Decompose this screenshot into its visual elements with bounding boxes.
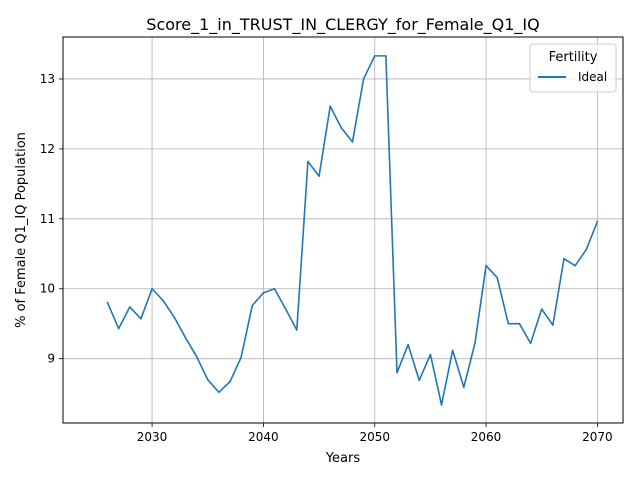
legend: Fertility Ideal — [529, 43, 617, 93]
data-point — [507, 322, 510, 325]
data-point — [585, 248, 588, 251]
y-axis-ticks: 9 10 11 12 13 — [40, 72, 63, 366]
data-point — [162, 299, 164, 302]
data-point — [373, 55, 376, 57]
x-axis-label: Years — [325, 451, 361, 466]
legend-box — [529, 43, 617, 93]
data-point — [351, 141, 354, 143]
data-point — [418, 379, 421, 382]
x-tick-label: 2030 — [137, 430, 168, 444]
y-tick-label: 12 — [40, 142, 55, 156]
data-point — [563, 257, 565, 260]
x-tick-label: 2060 — [471, 430, 502, 444]
data-point — [340, 127, 343, 129]
data-point — [407, 343, 409, 346]
data-point — [128, 306, 131, 308]
data-point — [540, 308, 543, 310]
data-point — [329, 105, 331, 108]
data-point — [596, 220, 599, 223]
y-tick-label: 11 — [40, 212, 55, 226]
data-point — [574, 264, 576, 267]
legend-label-ideal: Ideal — [578, 70, 607, 84]
data-point — [474, 342, 476, 345]
data-point — [251, 304, 254, 307]
chart-title: Score_1_in_TRUST_IN_CLERGY_for_Female_Q1… — [146, 15, 539, 35]
data-point — [195, 355, 198, 358]
data-point — [440, 404, 443, 406]
data-point — [229, 380, 231, 383]
data-point — [106, 301, 109, 304]
data-point — [451, 349, 454, 352]
x-axis-ticks: 2030 2040 2050 2060 2070 — [137, 423, 613, 444]
data-point — [385, 55, 387, 57]
data-point — [273, 287, 276, 290]
data-point — [218, 391, 220, 394]
data-point — [518, 322, 521, 325]
data-point — [318, 175, 320, 177]
data-point — [262, 292, 265, 294]
data-point — [396, 371, 398, 374]
data-point — [184, 336, 187, 339]
x-tick-label: 2050 — [359, 430, 390, 444]
data-point — [485, 264, 487, 267]
data-point — [307, 160, 309, 163]
data-point — [151, 287, 153, 290]
data-point — [240, 356, 242, 359]
series-layer — [106, 55, 599, 406]
data-point — [284, 308, 287, 310]
y-tick-label: 13 — [40, 72, 55, 86]
data-point — [173, 316, 176, 319]
y-tick-label: 10 — [40, 282, 55, 296]
y-tick-label: 9 — [47, 352, 55, 366]
data-point — [295, 329, 298, 331]
x-tick-label: 2070 — [582, 430, 613, 444]
data-point — [496, 276, 498, 279]
data-point — [117, 327, 120, 330]
legend-title: Fertility — [549, 50, 598, 65]
data-point — [462, 386, 465, 389]
data-point — [362, 78, 365, 80]
x-tick-label: 2040 — [248, 430, 279, 444]
data-point — [529, 342, 532, 345]
data-point — [552, 324, 554, 326]
data-point — [429, 353, 432, 356]
plot-area-frame — [62, 36, 624, 424]
data-point — [140, 318, 142, 320]
y-axis-label: % of Female Q1_IQ Population — [14, 132, 29, 328]
data-point — [206, 378, 209, 381]
